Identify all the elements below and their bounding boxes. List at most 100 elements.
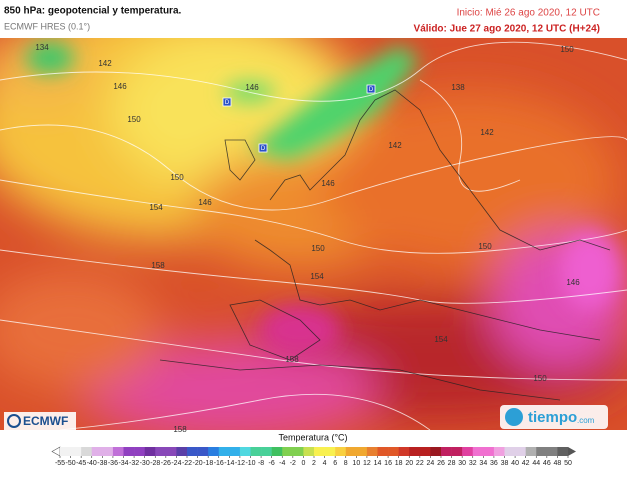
colorbar-segment (197, 447, 209, 456)
contour-label: 146 (566, 278, 580, 287)
tiempo-logo-bg (500, 405, 608, 429)
colorbar-tick-label: -20 (193, 460, 203, 467)
tiempo-logo-suffix: .com (577, 416, 595, 425)
colorbar-segment (557, 447, 569, 456)
colorbar-segment (176, 447, 188, 456)
init-time: Inicio: Mié 26 ago 2020, 12 UTC (457, 8, 600, 19)
contour-label: 150 (533, 374, 547, 383)
colorbar-segment (314, 447, 325, 456)
colorbar-tick-label: -50 (66, 460, 76, 467)
pressure-marker: D (369, 87, 374, 93)
ecmwf-logo-icon (7, 414, 21, 428)
colorbar-tick-label: -22 (182, 460, 192, 467)
colorbar-tick-label: -28 (150, 460, 160, 467)
colorbar-segment (218, 447, 230, 456)
colorbar-segment (366, 447, 378, 456)
pressure-marker-box (222, 97, 232, 107)
colorbar-segment (409, 447, 421, 456)
colorbar-tick-label: 10 (352, 460, 360, 467)
colorbar-segment (70, 447, 82, 456)
colorbar-segment (229, 447, 241, 456)
contour-label: 142 (480, 128, 494, 137)
colorbar-tick-label: 18 (395, 460, 403, 467)
colorbar-segment (261, 447, 272, 456)
colorbar-tick-label: -40 (87, 460, 97, 467)
contour-label: 146 (245, 83, 259, 92)
contour-label: 142 (388, 141, 402, 150)
colorbar-segment (356, 447, 368, 456)
contour-labels: 134 142 146 150 150 154 146 158 146 146 142 138 142 1… (35, 43, 580, 434)
colorbar-segment (123, 447, 135, 456)
colorbar-tick-label: 32 (469, 460, 477, 467)
pressure-marker-box (366, 84, 376, 94)
colorbar-segment (271, 447, 283, 456)
colorbar-tick-label: -30 (140, 460, 150, 467)
colorbar-segment (282, 447, 294, 456)
colorbar-tick-label: -18 (203, 460, 213, 467)
colorbar-segment (112, 447, 124, 456)
colorbar-tick-label: -12 (235, 460, 245, 467)
colorbar-tick-label: -45 (76, 460, 86, 467)
map-title: 850 hPa: geopotencial y temperatura. (4, 6, 182, 17)
contour-label: 150 (311, 244, 325, 253)
colorbar-tick-label: 34 (479, 460, 487, 467)
colorbar-tick-label: 14 (374, 460, 382, 467)
contour-label: 138 (451, 83, 465, 92)
colorbar-segment (493, 447, 505, 456)
colorbar-tick-label: -38 (97, 460, 107, 467)
pressure-marker-box (258, 143, 268, 153)
colorbar-segment (536, 447, 548, 456)
colorbar-tick-label: -4 (279, 460, 285, 467)
ecmwf-logo-text: ECMWF (23, 414, 68, 428)
colorbar-tick-label: 22 (416, 460, 424, 467)
colorbar-end-high (568, 447, 576, 456)
contour-label: 154 (310, 272, 324, 281)
colorbar-tick-label: 8 (344, 460, 348, 467)
colorbar-segment (303, 447, 315, 456)
pressure-marker: D (225, 100, 230, 106)
colorbar-segment (504, 447, 516, 456)
colorbar-tick-label: -16 (214, 460, 224, 467)
contour-label: 154 (149, 203, 163, 212)
colorbar-segment (208, 447, 220, 456)
valid-time: Válido: Jue 27 ago 2020, 12 UTC (H+24) (414, 24, 600, 35)
colorbar-tick-label: 40 (511, 460, 519, 467)
contour-label: 150 (127, 115, 141, 124)
colorbar-tick-label: -55 (55, 460, 65, 467)
colorbar-segment (483, 447, 495, 456)
contour-label: 154 (434, 335, 448, 344)
colorbar-tick-label: -26 (161, 460, 171, 467)
colorbar-tick-label: 42 (522, 460, 530, 467)
colorbar-segment (144, 447, 156, 456)
colorbar-tick-label: -36 (108, 460, 118, 467)
colorbar-segment (451, 447, 463, 456)
colorbar-segment (441, 447, 452, 456)
colorbar-tick-label: -8 (258, 460, 264, 467)
colorbar-tick-label: 48 (554, 460, 562, 467)
colorbar-end-low (51, 446, 61, 457)
colorbar-segment (250, 447, 262, 456)
colorbar-tick-label: -14 (224, 460, 234, 467)
pressure-marker: D (261, 146, 266, 152)
colorbar-segment (377, 447, 389, 456)
colorbar-tick-label: -34 (118, 460, 128, 467)
contour-label: 150 (170, 173, 184, 182)
contour-label: 146 (321, 179, 335, 188)
colorbar-segment (102, 447, 114, 456)
tiempo-logo-text: tiempo (528, 409, 577, 426)
colorbar-tick-label: 4 (323, 460, 327, 467)
contour-label: 158 (173, 425, 187, 434)
colorbar: -55 -50 -45 -40 -38 -36 -34 -32 -30 -28 -26 -24 -22-… (51, 446, 576, 467)
colorbar-segment (91, 447, 103, 456)
map (0, 38, 627, 430)
contour-label: 158 (285, 355, 299, 364)
model-name: ECMWF HRES (0.1°) (4, 21, 90, 31)
colorbar-tick-label: 24 (427, 460, 435, 467)
contour-label: 150 (560, 45, 574, 54)
colorbar-segment (60, 447, 71, 456)
contour-label: 142 (98, 59, 112, 68)
colorbar-tick-label: -24 (171, 460, 181, 467)
colorbar-segment (165, 447, 177, 456)
contour-label: 134 (35, 43, 49, 52)
